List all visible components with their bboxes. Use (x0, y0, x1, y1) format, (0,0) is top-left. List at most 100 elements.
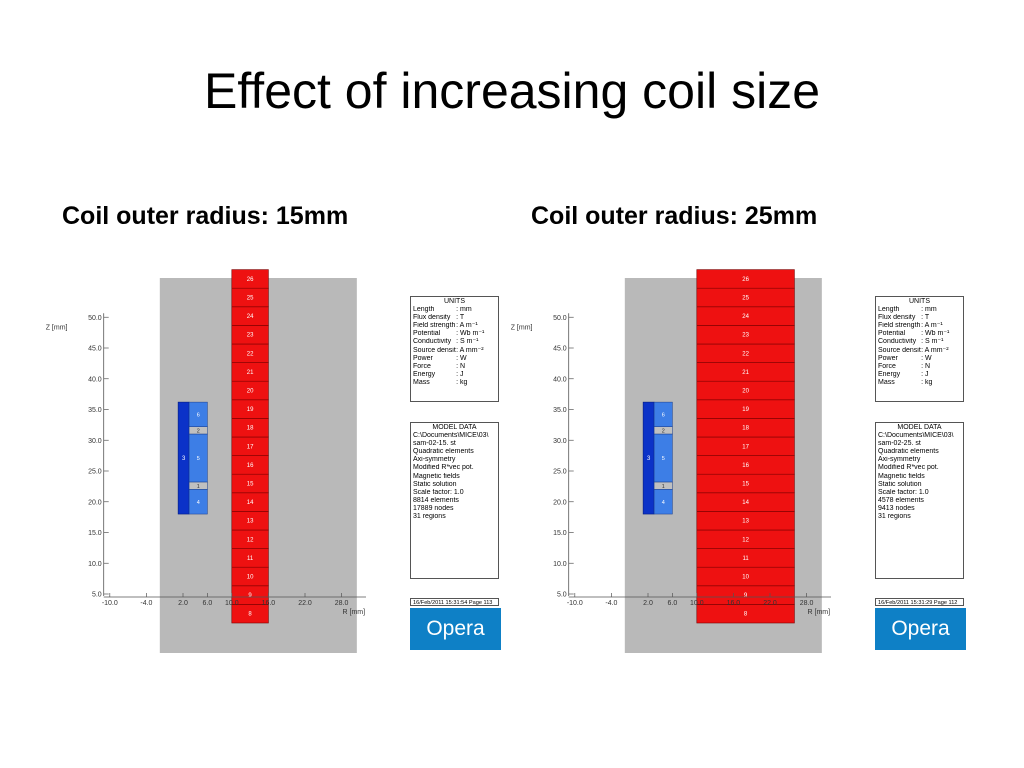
units-row: Mass: kg (878, 379, 961, 387)
coil-label: 2 (662, 428, 665, 434)
z-tick-label: 15.0 (88, 530, 102, 537)
units-quantity: Source density (413, 346, 457, 354)
z-tick-label: 30.0 (88, 438, 102, 445)
conductor-segment (231, 269, 269, 289)
z-tick-label: 25.0 (88, 469, 102, 476)
z-tick-label: 5.0 (557, 592, 567, 599)
model-line: C:\Documents\MICE\03\ (878, 432, 954, 440)
r-tick-label: -4.0 (605, 600, 617, 607)
units-quantity: Force (413, 362, 431, 370)
units-unit: : W (921, 354, 932, 362)
units-quantity: Energy (878, 370, 901, 378)
r-tick-label: 10.0 (225, 600, 239, 607)
model-line: Scale factor: 1.0 (878, 488, 929, 496)
segment-label: 23 (247, 333, 254, 339)
segment-label: 9 (744, 593, 748, 599)
caption-right: Coil outer radius: 25mm (531, 202, 818, 230)
opera-logo: Opera (875, 608, 966, 650)
segment-label: 20 (247, 389, 254, 395)
units-quantity: Power (413, 354, 433, 362)
units-quantity: Force (878, 362, 896, 370)
units-unit: : mm (921, 306, 937, 314)
model-line: sam-02-25. st (878, 440, 921, 448)
units-quantity: Source density (878, 346, 922, 354)
coil-label: 4 (662, 500, 665, 506)
z-tick-label: 50.0 (88, 315, 102, 322)
r-tick-label: 28.0 (335, 600, 349, 607)
units-row: Force: N (413, 363, 496, 371)
segment-label: 24 (247, 314, 254, 320)
units-row: Force : N (878, 363, 961, 371)
model-line: Scale factor: 1.0 (413, 488, 464, 496)
units-unit: : N (921, 362, 931, 370)
segment-label: 14 (247, 500, 254, 506)
segment-label: 8 (248, 612, 252, 618)
timestamp: 16/Feb/2011 15:31:54 Page 113 (410, 598, 499, 606)
model-line: Quadratic elements (413, 448, 474, 456)
coil-label: 6 (662, 412, 665, 418)
segment-label: 22 (247, 351, 254, 357)
units-quantity: Energy (413, 370, 436, 378)
model-data-box: MODEL DATA C:\Documents\MICE\03\ sam-02-1… (410, 422, 499, 579)
simulation-panel-left: 8 9 10 11 12 13 14 15 16 17 18 19 20 21 22 23 24 25 26 3 6 2 5… (46, 269, 501, 653)
units-row: Energy: J (413, 371, 496, 379)
coil-region-bottom (188, 489, 208, 515)
units-unit: : T (921, 314, 930, 322)
r-tick-label: 16.0 (727, 600, 741, 607)
segment-label: 17 (742, 444, 749, 450)
units-row: Length: mm (413, 306, 496, 314)
units-title: UNITS (909, 298, 930, 305)
model-line: sam-02-15. st (413, 440, 456, 448)
model-line: Static solution (878, 480, 922, 488)
units-unit: : T (456, 314, 465, 322)
z-tick-label: 45.0 (88, 346, 102, 353)
r-tick-label: 16.0 (262, 600, 276, 607)
units-unit: : S m⁻¹ (456, 338, 479, 346)
segment-label: 14 (742, 500, 749, 506)
segment-label: 17 (247, 444, 254, 450)
timestamp: 16/Feb/2011 15:31:29 Page 112 (875, 598, 964, 606)
units-unit: : A mm⁻² (456, 346, 484, 354)
model-line: 17889 nodes (413, 504, 454, 512)
segment-label: 19 (742, 407, 749, 413)
units-quantity: Mass (413, 378, 430, 386)
units-quantity: Conductivity (413, 338, 452, 346)
coil-label: 1 (662, 484, 665, 490)
units-quantity: Potential (878, 330, 906, 338)
z-tick-label: 45.0 (553, 346, 567, 353)
segment-label: 20 (742, 389, 749, 395)
segment-label: 13 (742, 519, 749, 525)
model-line: 31 regions (878, 513, 911, 521)
model-line: Quadratic elements (878, 448, 939, 456)
units-quantity: Conductivity (878, 338, 917, 346)
model-title: MODEL DATA (432, 424, 477, 431)
segment-label: 25 (247, 296, 254, 302)
r-tick-label: 22.0 (298, 600, 312, 607)
z-tick-label: 10.0 (88, 561, 102, 568)
units-unit: : kg (921, 378, 933, 386)
units-row: Conductivity: S m⁻¹ (878, 338, 961, 346)
segment-label: 15 (742, 482, 749, 488)
z-tick-label: 15.0 (553, 530, 567, 537)
segment-label: 10 (247, 575, 254, 581)
r-tick-label: 22.0 (763, 600, 777, 607)
z-tick-label: 20.0 (88, 499, 102, 506)
r-axis-label: R [mm] (343, 609, 366, 616)
units-unit: : J (921, 370, 929, 378)
z-tick-label: 20.0 (553, 499, 567, 506)
opera-logo: Opera (410, 608, 501, 650)
model-line: Magnetic fields (413, 472, 460, 480)
segment-label: 21 (247, 370, 254, 376)
segment-label: 24 (742, 314, 749, 320)
units-quantity: Length (878, 306, 900, 314)
model-lines: C:\Documents\MICE\03\ sam-02-25. st Quadra… (878, 432, 961, 521)
conductor-segment (696, 269, 795, 289)
caption-left: Coil outer radius: 15mm (62, 202, 349, 230)
units-row: Flux density: T (413, 314, 496, 322)
model-line: C:\Documents\MICE\03\ (413, 432, 489, 440)
units-unit: : A m⁻¹ (921, 322, 943, 330)
segment-label: 18 (742, 426, 749, 432)
units-quantity: Flux density (878, 314, 916, 322)
units-row: Potential: Wb m⁻¹ (413, 330, 496, 338)
segment-label: 16 (742, 463, 749, 469)
